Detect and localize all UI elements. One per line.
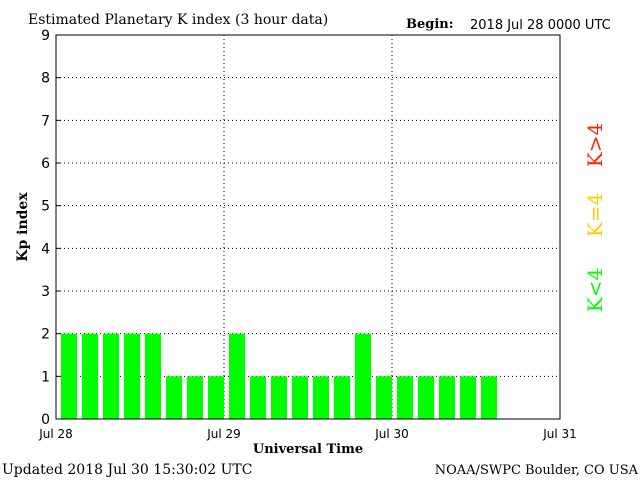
kp-bar xyxy=(82,333,98,419)
kp-bar xyxy=(334,376,350,419)
bars xyxy=(61,333,497,419)
kp-bar xyxy=(145,333,161,419)
begin-label: Begin: xyxy=(406,17,454,32)
chart-title: Estimated Planetary K index (3 hour data… xyxy=(28,12,328,28)
kp-bar xyxy=(481,376,497,419)
kp-bar xyxy=(355,333,371,419)
kp-bar xyxy=(376,376,392,419)
legend-entry: K<4 xyxy=(583,268,607,312)
y-tick-label: 8 xyxy=(41,71,50,87)
x-tick-label: Jul 31 xyxy=(542,427,577,441)
y-tick-label: 6 xyxy=(41,156,50,172)
legend: K<4 K=4 K>4 xyxy=(583,123,607,312)
y-tick-label: 3 xyxy=(41,284,50,300)
kp-bar xyxy=(187,376,203,419)
x-tick-label: Jul 28 xyxy=(38,427,73,441)
x-tick-label: Jul 30 xyxy=(374,427,409,441)
kp-bar xyxy=(208,376,224,419)
credit-text: NOAA/SWPC Boulder, CO USA xyxy=(435,463,639,478)
y-tick-label: 5 xyxy=(41,199,50,215)
legend-entry: K=4 xyxy=(583,193,607,237)
kp-bar xyxy=(124,333,140,419)
y-tick-label: 7 xyxy=(41,113,50,129)
kp-bar xyxy=(229,333,245,419)
begin-value: 2018 Jul 28 0000 UTC xyxy=(470,18,611,33)
kp-bar xyxy=(418,376,434,419)
x-axis-ticks: Jul 28 Jul 29 Jul 30 Jul 31 xyxy=(38,427,577,441)
y-tick-label: 4 xyxy=(41,241,50,257)
kp-bar xyxy=(103,333,119,419)
kp-bar xyxy=(271,376,287,419)
y-axis-ticks: 0 1 2 3 4 5 6 7 8 9 xyxy=(41,28,61,428)
kp-bar xyxy=(292,376,308,419)
kp-bar xyxy=(61,333,77,419)
kp-bar xyxy=(397,376,413,419)
plot-frame xyxy=(55,34,561,420)
kp-bar xyxy=(166,376,182,419)
x-tick-label: Jul 29 xyxy=(206,427,241,441)
x-axis-label: Universal Time xyxy=(253,442,363,457)
y-tick-label: 9 xyxy=(41,28,50,44)
y-tick-label: 2 xyxy=(41,327,50,343)
kp-bar xyxy=(313,376,329,419)
y-tick-label: 1 xyxy=(41,369,50,385)
updated-timestamp: Updated 2018 Jul 30 15:30:02 UTC xyxy=(2,462,252,478)
kp-bar xyxy=(250,376,266,419)
y-axis-label: Kp index xyxy=(15,192,31,262)
kp-bar xyxy=(460,376,476,419)
legend-entry: K>4 xyxy=(583,123,607,167)
y-tick-label: 0 xyxy=(41,412,50,428)
kp-bar xyxy=(439,376,455,419)
